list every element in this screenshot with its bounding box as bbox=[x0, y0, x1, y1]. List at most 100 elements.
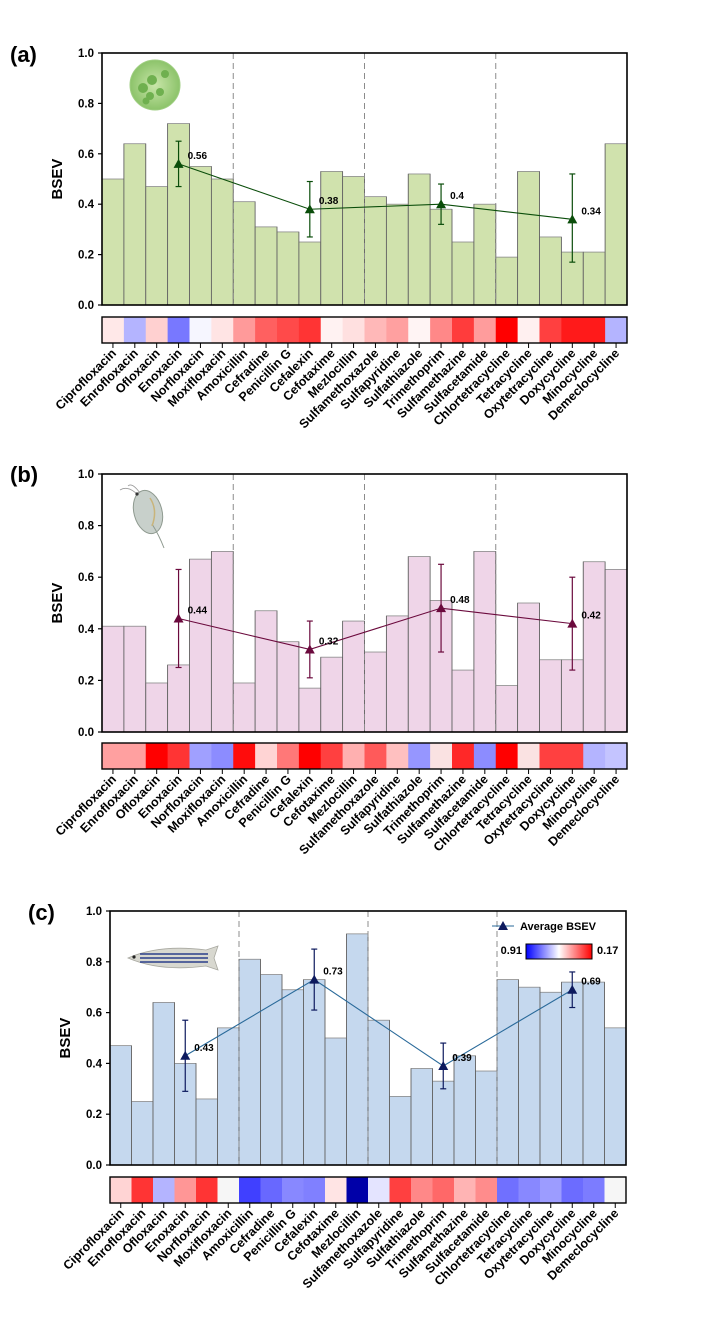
heatmap-cell bbox=[110, 1177, 132, 1203]
heatmap-cell bbox=[277, 743, 300, 769]
bar-sulfamethazine bbox=[451, 669, 475, 733]
heatmap-cell bbox=[495, 317, 519, 343]
bar-minocycline bbox=[582, 561, 606, 733]
daphnia-eye bbox=[135, 492, 139, 496]
bar-mezlocillin bbox=[346, 933, 369, 1166]
algae-cell-body bbox=[129, 59, 181, 111]
heatmap-cell bbox=[189, 317, 212, 343]
bar-moxifloxacin bbox=[210, 551, 234, 733]
bar-cefalexin bbox=[298, 241, 322, 306]
y-tick-label: 0.4 bbox=[78, 624, 95, 636]
bar-ciprofloxacin bbox=[101, 625, 125, 733]
bar-penicillin-g bbox=[281, 989, 304, 1166]
bar-ofloxacin bbox=[145, 682, 169, 733]
heatmap-cell bbox=[411, 1177, 433, 1203]
average-marker bbox=[304, 204, 315, 214]
average-data-label: 0.42 bbox=[581, 611, 601, 622]
heatmap-cell bbox=[298, 317, 322, 343]
heatmap-cell bbox=[153, 1177, 175, 1203]
average-marker bbox=[173, 613, 184, 623]
y-tick-label: 0.2 bbox=[86, 1109, 102, 1121]
heatmap-cell bbox=[145, 743, 169, 769]
average-data-label: 0.44 bbox=[188, 605, 208, 616]
heatmap-cell bbox=[102, 743, 125, 769]
legend-marker-icon bbox=[498, 921, 508, 930]
heatmap-cell bbox=[518, 1177, 541, 1203]
heatmap-cell bbox=[583, 317, 606, 343]
y-tick-label: 0.8 bbox=[78, 521, 95, 533]
y-tick-label: 0.4 bbox=[86, 1058, 103, 1070]
heatmap-cell bbox=[233, 743, 256, 769]
heatmap-cell bbox=[320, 317, 344, 343]
heatmap-cell bbox=[211, 317, 234, 343]
bar-sulfapyridine bbox=[385, 615, 409, 733]
bar-tetracycline bbox=[517, 602, 540, 733]
bar-cefotaxime bbox=[320, 656, 344, 733]
average-marker bbox=[436, 199, 447, 209]
heatmap-cell bbox=[364, 317, 387, 343]
bar-norfloxacin bbox=[195, 1098, 218, 1166]
bar-enrofloxacin bbox=[123, 143, 147, 306]
average-data-label: 0.32 bbox=[319, 636, 339, 647]
zebrafish-eye bbox=[132, 955, 136, 959]
heatmap-cell bbox=[239, 1177, 261, 1203]
average-marker bbox=[438, 1060, 449, 1070]
bar-penicillin-g bbox=[276, 231, 300, 306]
heatmap-cell bbox=[540, 1177, 562, 1203]
heatmap-cell bbox=[430, 743, 453, 769]
average-data-label: 0.73 bbox=[323, 967, 343, 978]
bar-ciprofloxacin bbox=[101, 178, 125, 306]
y-tick-label: 0.6 bbox=[86, 1008, 102, 1020]
bar-sulfamethoxazole bbox=[364, 651, 387, 733]
bar-tetracycline bbox=[518, 986, 541, 1166]
heatmap-cell bbox=[167, 743, 190, 769]
bar-ofloxacin bbox=[152, 1002, 175, 1166]
heatmap-cell bbox=[454, 1177, 476, 1203]
average-marker bbox=[173, 158, 184, 168]
heatmap-cell bbox=[517, 743, 540, 769]
heatmap-cell bbox=[473, 743, 497, 769]
bar-sulfacetamide bbox=[475, 1070, 498, 1166]
heatmap-cell bbox=[102, 317, 125, 343]
average-marker bbox=[567, 618, 578, 628]
bar-mezlocillin bbox=[342, 176, 365, 306]
heatmap-cell bbox=[123, 317, 147, 343]
average-data-label: 0.39 bbox=[452, 1053, 472, 1064]
heatmap-cell bbox=[386, 317, 409, 343]
heatmap-cell bbox=[517, 317, 540, 343]
heatmap-cell bbox=[277, 317, 300, 343]
bar-sulfathiazole bbox=[407, 173, 431, 306]
heatmap-cell bbox=[408, 743, 431, 769]
bar-oxytetracycline bbox=[539, 659, 562, 733]
plot-frame bbox=[109, 910, 627, 1166]
chart-panel-b: (b)0.00.20.40.60.81.0BSEVCiprofloxacinEn… bbox=[10, 462, 628, 857]
average-marker bbox=[180, 1050, 191, 1060]
heatmap-cell bbox=[342, 317, 365, 343]
heatmap-cell bbox=[211, 743, 234, 769]
heatmap-cell bbox=[539, 743, 562, 769]
bar-tetracycline bbox=[517, 171, 540, 306]
bar-oxytetracycline bbox=[539, 236, 562, 306]
heatmap-cell bbox=[452, 317, 475, 343]
colorbar-min-label: 0.91 bbox=[501, 945, 522, 957]
bar-sulfapyridine bbox=[389, 1096, 412, 1166]
bar-cefradine bbox=[254, 226, 278, 306]
heatmap-cell bbox=[605, 743, 628, 769]
bar-chlortetracycline bbox=[495, 685, 519, 733]
heatmap-cell bbox=[346, 1177, 369, 1203]
heatmap-cell bbox=[583, 743, 606, 769]
y-tick-label: 1.0 bbox=[86, 906, 102, 918]
y-tick-label: 0.6 bbox=[78, 149, 94, 161]
heatmap-cell bbox=[131, 1177, 154, 1203]
panel-label: (b) bbox=[10, 462, 38, 487]
legend: Average BSEV 0.91 0.17 bbox=[492, 921, 618, 960]
heatmap-cell bbox=[255, 743, 278, 769]
y-axis-label: BSEV bbox=[49, 583, 66, 624]
bar-moxifloxacin bbox=[210, 178, 234, 306]
heatmap-cell bbox=[342, 743, 365, 769]
bar-chlortetracycline bbox=[495, 256, 519, 306]
heatmap-cell bbox=[189, 743, 212, 769]
bar-chlortetracycline bbox=[496, 979, 519, 1166]
average-marker bbox=[309, 974, 320, 984]
heatmap-cell bbox=[389, 1177, 412, 1203]
